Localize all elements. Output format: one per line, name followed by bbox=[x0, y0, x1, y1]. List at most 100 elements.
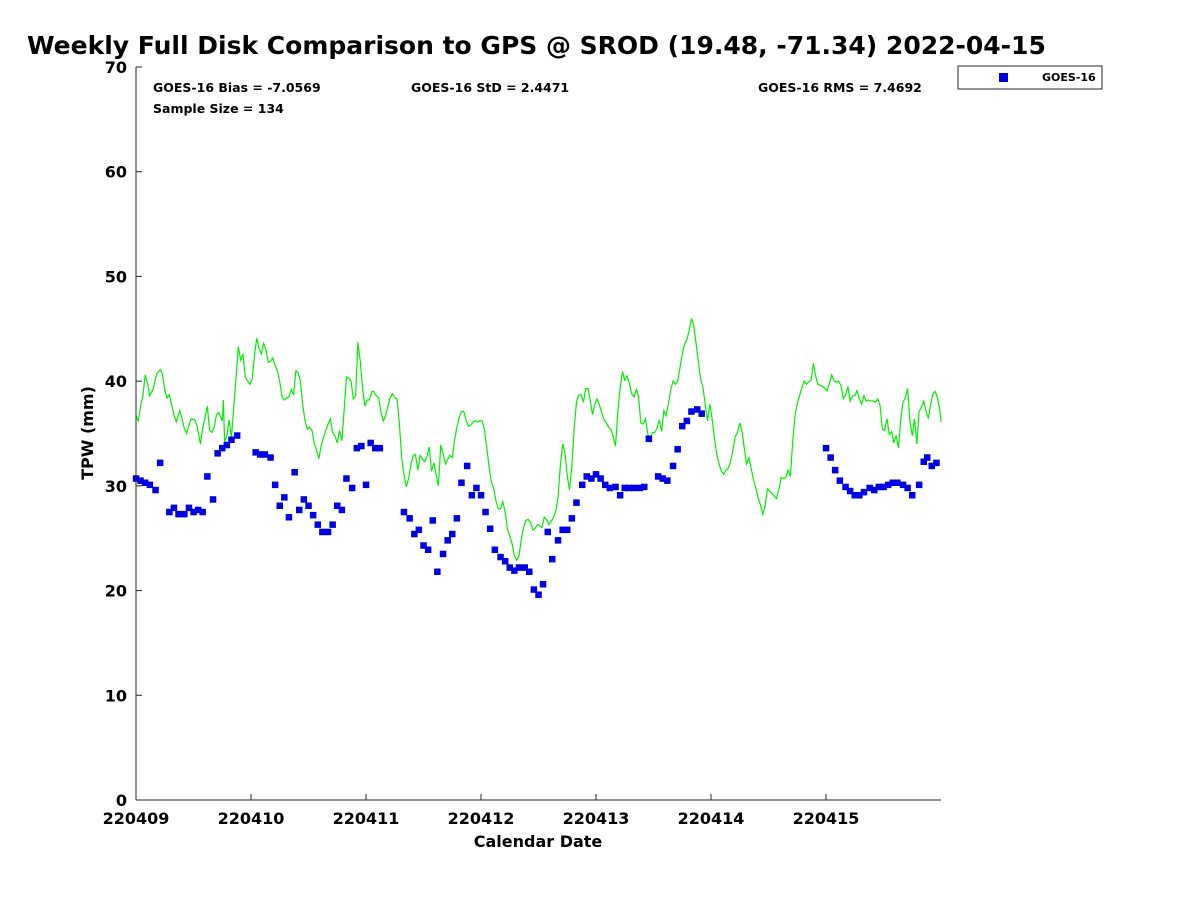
goes-16-point bbox=[506, 564, 513, 571]
goes-16-point bbox=[846, 487, 854, 495]
x-tick-label: 220410 bbox=[218, 809, 285, 828]
goes-16-point bbox=[654, 473, 662, 480]
goes-16-point bbox=[659, 475, 666, 482]
goes-16-point bbox=[185, 504, 193, 512]
goes-16-point bbox=[199, 508, 206, 516]
goes-16-point bbox=[411, 530, 418, 538]
goes-16-point bbox=[933, 459, 940, 467]
goes-16-point bbox=[491, 546, 499, 553]
goes-16-point bbox=[856, 492, 863, 499]
goes-16-point bbox=[319, 528, 326, 536]
goes-16-point bbox=[884, 481, 892, 489]
legend-box bbox=[957, 65, 1103, 90]
goes-16-point bbox=[626, 484, 633, 492]
goes-16-point bbox=[535, 591, 542, 598]
goes-16-point bbox=[669, 462, 677, 470]
goes-16-point bbox=[181, 510, 188, 518]
goes-16-point bbox=[276, 502, 283, 509]
goes-16-point bbox=[928, 462, 935, 470]
goes-16-point bbox=[190, 508, 197, 516]
x-tick-label: 220415 bbox=[793, 809, 860, 828]
goes-16-point bbox=[194, 506, 202, 514]
goes-16-point bbox=[137, 477, 144, 484]
goes-16-point bbox=[674, 446, 681, 453]
x-tick-label: 220413 bbox=[563, 809, 630, 828]
goes-16-point bbox=[842, 483, 849, 491]
goes-16-point bbox=[348, 484, 356, 492]
y-ticks: 0 10 20 30 40 50 60 70 bbox=[105, 58, 142, 810]
goes-16-point bbox=[831, 466, 839, 474]
stats-annotations: GOES-16 Bias = -7.0569 GOES-16 StD = 2.4… bbox=[153, 80, 922, 116]
x-ticks: 220409 220410 220411 220412 220413 220414 2204… bbox=[103, 794, 860, 828]
goes-16-point bbox=[233, 432, 241, 439]
goes-16-point bbox=[376, 444, 384, 452]
goes-16-point bbox=[309, 511, 317, 519]
goes-16-point bbox=[257, 451, 264, 458]
goes-16-point bbox=[880, 483, 887, 491]
goes-16-point bbox=[267, 454, 274, 461]
legend-label-goes-16: GOES-16 bbox=[1042, 71, 1096, 84]
goes-16-point bbox=[602, 481, 609, 489]
chart-title: Weekly Full Disk Comparison to GPS @ SRO… bbox=[27, 31, 1046, 60]
goes-16-point bbox=[204, 473, 211, 480]
goes-16-point bbox=[453, 515, 461, 522]
goes-16-point bbox=[296, 506, 303, 514]
std-stat: GOES-16 StD = 2.4471 bbox=[411, 80, 569, 95]
goes-16-point bbox=[894, 479, 901, 486]
goes-16-point bbox=[358, 442, 365, 450]
goes-16-point bbox=[458, 479, 465, 486]
rms-stat: GOES-16 RMS = 7.4692 bbox=[758, 80, 922, 95]
goes-16-point bbox=[899, 481, 907, 489]
goes-16-point bbox=[300, 496, 308, 503]
bias-stat: GOES-16 Bias = -7.0569 bbox=[153, 80, 321, 95]
y-axis-label: TPW (mm) bbox=[78, 386, 97, 480]
goes-16-point bbox=[683, 417, 691, 425]
goes-16-point bbox=[539, 581, 547, 588]
legend: GOES-16 bbox=[957, 65, 1103, 90]
goes-16-point bbox=[530, 586, 538, 593]
goes-16-point bbox=[449, 530, 456, 538]
goes-16-point bbox=[415, 526, 423, 534]
plot-area: 0 10 20 30 40 50 60 70 220409 220410 220411 220412… bbox=[103, 58, 942, 828]
goes-16-point bbox=[679, 422, 686, 430]
y-tick-label: 10 bbox=[105, 686, 127, 705]
goes-16-point bbox=[314, 521, 321, 528]
goes-16-point bbox=[468, 492, 476, 499]
goes-16-point bbox=[209, 496, 217, 503]
goes-16-point bbox=[515, 564, 523, 571]
goes-16-point bbox=[372, 444, 379, 452]
goes-16-point bbox=[568, 515, 576, 522]
goes-16-point bbox=[170, 504, 178, 512]
goes-16-point bbox=[544, 528, 551, 536]
goes-16-point bbox=[694, 406, 701, 413]
goes-16-point bbox=[875, 483, 883, 491]
x-tick-label: 220411 bbox=[333, 809, 400, 828]
goes-16-point bbox=[559, 526, 566, 534]
y-tick-label: 0 bbox=[116, 791, 127, 810]
y-tick-label: 60 bbox=[105, 163, 127, 182]
goes-16-point bbox=[698, 410, 705, 417]
goes-16-point bbox=[473, 484, 480, 492]
goes-16-point bbox=[334, 502, 341, 509]
goes-16-point bbox=[664, 477, 671, 484]
goes-16-point bbox=[338, 506, 346, 514]
goes-16-point bbox=[526, 568, 533, 575]
y-tick-label: 30 bbox=[105, 477, 127, 496]
goes-16-point bbox=[827, 454, 834, 461]
goes-16-point bbox=[871, 486, 878, 494]
goes-16-point bbox=[822, 444, 830, 452]
gps-series-line bbox=[135, 318, 942, 562]
goes-16-point bbox=[362, 481, 370, 489]
goes-16-point bbox=[564, 526, 571, 534]
goes-16-point bbox=[439, 550, 447, 558]
legend-marker-goes-16 bbox=[999, 73, 1008, 82]
goes-16-point bbox=[866, 484, 873, 492]
goes-16-point bbox=[261, 451, 269, 458]
y-tick-label: 70 bbox=[105, 58, 127, 77]
goes-16-point bbox=[836, 477, 844, 484]
goes-16-point bbox=[592, 471, 600, 478]
goes-16-point bbox=[579, 481, 586, 489]
goes-16-point bbox=[156, 459, 164, 467]
goes-16-point bbox=[271, 481, 279, 489]
